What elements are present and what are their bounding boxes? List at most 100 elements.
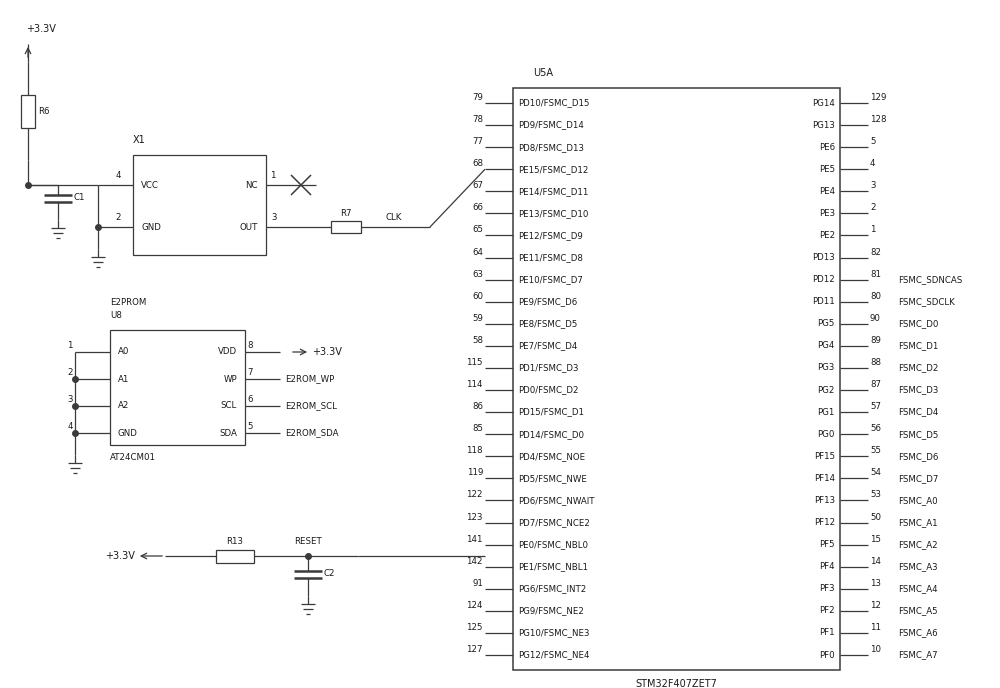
- Text: 1: 1: [270, 171, 276, 180]
- Text: FSMC_A7: FSMC_A7: [898, 650, 938, 660]
- Text: PD7/FSMC_NCE2: PD7/FSMC_NCE2: [518, 518, 590, 527]
- Text: 57: 57: [870, 402, 881, 411]
- Text: PF0: PF0: [819, 650, 835, 660]
- Text: 7: 7: [247, 368, 252, 377]
- Text: E2ROM_SDA: E2ROM_SDA: [285, 429, 338, 438]
- Text: PE3: PE3: [819, 209, 835, 218]
- Text: 2: 2: [116, 213, 121, 222]
- Text: FSMC_A3: FSMC_A3: [898, 562, 938, 571]
- Text: 125: 125: [466, 623, 483, 632]
- Text: 79: 79: [472, 93, 483, 102]
- Text: PE5: PE5: [819, 164, 835, 174]
- Text: +3.3V: +3.3V: [26, 24, 56, 34]
- Bar: [331, 221, 361, 233]
- Text: 64: 64: [472, 248, 483, 257]
- Text: X1: X1: [133, 135, 146, 145]
- Bar: [216, 550, 254, 563]
- Text: 85: 85: [472, 424, 483, 433]
- Text: 59: 59: [472, 314, 483, 323]
- Text: 4: 4: [68, 422, 73, 431]
- Text: FSMC_D6: FSMC_D6: [898, 452, 938, 461]
- Text: GND: GND: [118, 429, 138, 438]
- Text: 5: 5: [247, 422, 252, 431]
- Text: 65: 65: [472, 226, 483, 235]
- Text: PF12: PF12: [814, 518, 835, 527]
- Bar: [133, 155, 266, 255]
- Text: FSMC_D4: FSMC_D4: [898, 407, 938, 417]
- Bar: [513, 88, 840, 670]
- Text: 81: 81: [870, 270, 881, 279]
- Text: 3: 3: [68, 395, 73, 404]
- Text: PE11/FSMC_D8: PE11/FSMC_D8: [518, 253, 583, 262]
- Text: 54: 54: [870, 469, 881, 477]
- Text: U5A: U5A: [533, 68, 553, 78]
- Text: PG3: PG3: [818, 363, 835, 372]
- Text: 56: 56: [870, 424, 881, 433]
- Text: PF14: PF14: [814, 474, 835, 483]
- Text: PF2: PF2: [819, 606, 835, 615]
- Text: PD1/FSMC_D3: PD1/FSMC_D3: [518, 363, 578, 372]
- Text: +3.3V: +3.3V: [105, 551, 135, 561]
- Text: PD13: PD13: [812, 253, 835, 262]
- Text: C1: C1: [74, 193, 86, 202]
- Text: PF13: PF13: [814, 496, 835, 505]
- Text: 6: 6: [247, 395, 252, 404]
- Text: 86: 86: [472, 402, 483, 411]
- Text: PE2: PE2: [819, 231, 835, 240]
- Text: 2: 2: [68, 368, 73, 377]
- Text: 15: 15: [870, 535, 881, 544]
- Text: PG13: PG13: [812, 120, 835, 129]
- Text: 129: 129: [870, 93, 886, 102]
- Text: 91: 91: [472, 579, 483, 588]
- Text: C2: C2: [324, 570, 336, 579]
- Text: FSMC_A4: FSMC_A4: [898, 584, 938, 593]
- Text: R7: R7: [340, 209, 352, 218]
- Text: PD0/FSMC_D2: PD0/FSMC_D2: [518, 385, 578, 394]
- Text: PE0/FSMC_NBL0: PE0/FSMC_NBL0: [518, 540, 588, 549]
- Bar: [110, 330, 245, 445]
- Text: 55: 55: [870, 447, 881, 455]
- Text: 88: 88: [870, 358, 881, 367]
- Text: PE1/FSMC_NBL1: PE1/FSMC_NBL1: [518, 562, 588, 571]
- Text: 4: 4: [870, 159, 876, 169]
- Text: 8: 8: [247, 341, 252, 350]
- Text: 123: 123: [466, 513, 483, 522]
- Text: 60: 60: [472, 292, 483, 301]
- Text: E2ROM_WP: E2ROM_WP: [285, 374, 334, 383]
- Text: PD8/FSMC_D13: PD8/FSMC_D13: [518, 142, 584, 151]
- Text: PE14/FSMC_D11: PE14/FSMC_D11: [518, 187, 588, 196]
- Text: PG4: PG4: [818, 341, 835, 350]
- Text: PD10/FSMC_D15: PD10/FSMC_D15: [518, 98, 590, 107]
- Text: FSMC_A0: FSMC_A0: [898, 496, 938, 505]
- Text: 14: 14: [870, 557, 881, 566]
- Bar: [21, 95, 35, 128]
- Text: NC: NC: [246, 180, 258, 189]
- Text: PG10/FSMC_NE3: PG10/FSMC_NE3: [518, 628, 590, 637]
- Text: FSMC_D1: FSMC_D1: [898, 341, 938, 350]
- Text: WP: WP: [223, 374, 237, 383]
- Text: FSMC_A5: FSMC_A5: [898, 606, 938, 615]
- Text: 124: 124: [466, 601, 483, 610]
- Text: 142: 142: [466, 557, 483, 566]
- Text: PF5: PF5: [819, 540, 835, 549]
- Text: PG9/FSMC_NE2: PG9/FSMC_NE2: [518, 606, 584, 615]
- Text: PE13/FSMC_D10: PE13/FSMC_D10: [518, 209, 588, 218]
- Text: PD11: PD11: [812, 297, 835, 306]
- Text: PD15/FSMC_D1: PD15/FSMC_D1: [518, 407, 584, 417]
- Text: PG1: PG1: [818, 407, 835, 417]
- Text: PE10/FSMC_D7: PE10/FSMC_D7: [518, 275, 583, 284]
- Text: 66: 66: [472, 204, 483, 213]
- Text: A1: A1: [118, 374, 129, 383]
- Text: 12: 12: [870, 601, 881, 610]
- Text: 68: 68: [472, 159, 483, 169]
- Text: 114: 114: [466, 380, 483, 389]
- Text: 89: 89: [870, 336, 881, 345]
- Text: PG12/FSMC_NE4: PG12/FSMC_NE4: [518, 650, 590, 660]
- Text: PG2: PG2: [818, 385, 835, 394]
- Text: PE15/FSMC_D12: PE15/FSMC_D12: [518, 164, 588, 174]
- Text: PD6/FSMC_NWAIT: PD6/FSMC_NWAIT: [518, 496, 594, 505]
- Text: 3: 3: [271, 213, 276, 222]
- Text: 63: 63: [472, 270, 483, 279]
- Text: 82: 82: [870, 248, 881, 257]
- Text: R13: R13: [226, 537, 244, 546]
